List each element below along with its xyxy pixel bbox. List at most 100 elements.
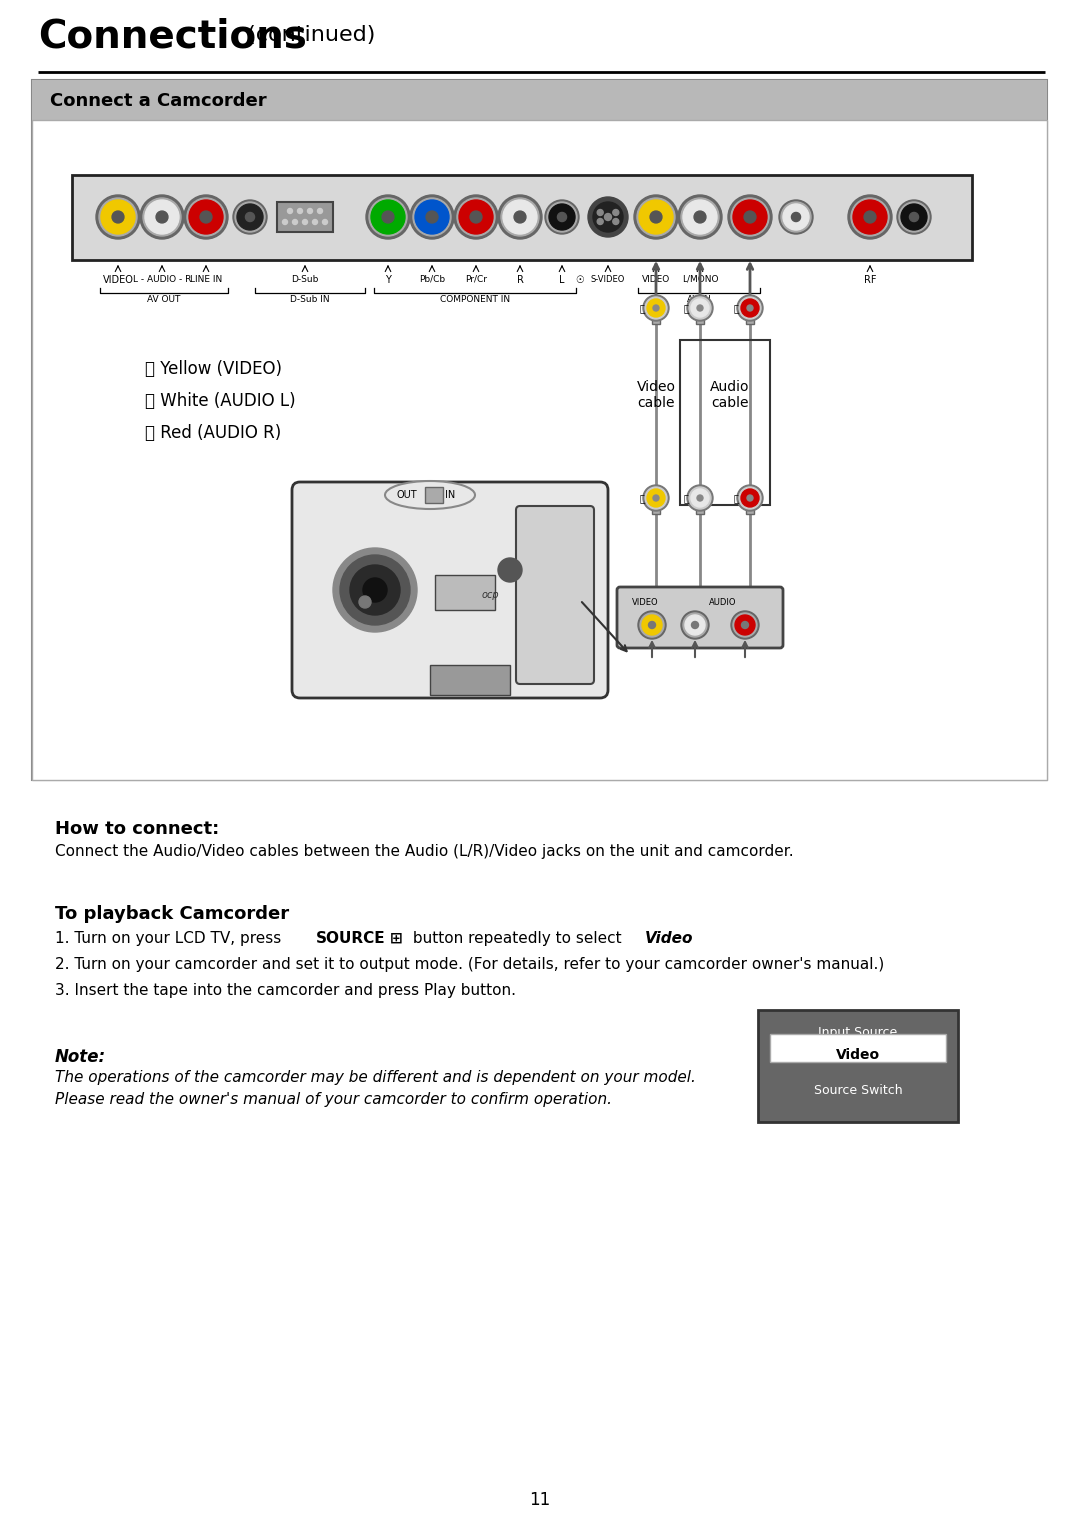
Text: ⊞: ⊞	[390, 931, 403, 947]
Text: LINE IN: LINE IN	[190, 275, 222, 284]
Circle shape	[312, 220, 318, 224]
FancyBboxPatch shape	[617, 586, 783, 647]
Circle shape	[140, 195, 184, 240]
Text: The operations of the camcorder may be different and is dependent on your model.: The operations of the camcorder may be d…	[55, 1070, 696, 1086]
Text: L: L	[559, 275, 565, 286]
Text: Note:: Note:	[55, 1048, 106, 1066]
Text: ☉: ☉	[576, 275, 584, 286]
Text: 3. Insert the tape into the camcorder and press Play button.: 3. Insert the tape into the camcorder an…	[55, 983, 516, 999]
Circle shape	[781, 202, 811, 232]
Text: S-VIDEO: S-VIDEO	[591, 275, 625, 284]
Circle shape	[689, 487, 711, 508]
Circle shape	[642, 615, 662, 635]
Text: Please read the owner's manual of your camcorder to confirm operation.: Please read the owner's manual of your c…	[55, 1092, 612, 1107]
Circle shape	[731, 611, 759, 638]
FancyBboxPatch shape	[32, 79, 1047, 780]
FancyBboxPatch shape	[32, 121, 1047, 780]
Circle shape	[647, 299, 665, 318]
Text: Ⓦ: Ⓦ	[683, 493, 689, 502]
Text: ⓨ Yellow (VIDEO): ⓨ Yellow (VIDEO)	[145, 360, 282, 379]
Text: Video
cable: Video cable	[636, 380, 675, 411]
FancyBboxPatch shape	[652, 308, 660, 324]
Circle shape	[851, 199, 889, 237]
Text: Connect the Audio/Video cables between the Audio (L/R)/Video jacks on the unit a: Connect the Audio/Video cables between t…	[55, 844, 794, 860]
Circle shape	[783, 205, 809, 231]
FancyBboxPatch shape	[696, 308, 704, 324]
Circle shape	[612, 218, 619, 224]
Circle shape	[683, 612, 707, 637]
Circle shape	[459, 200, 492, 234]
Circle shape	[681, 199, 719, 237]
Circle shape	[359, 596, 372, 608]
Text: RF: RF	[864, 275, 876, 286]
Circle shape	[593, 202, 623, 232]
FancyBboxPatch shape	[746, 308, 754, 324]
Circle shape	[737, 295, 762, 321]
Text: L/MΟNO: L/MΟNO	[681, 275, 718, 284]
FancyBboxPatch shape	[72, 176, 972, 260]
Circle shape	[697, 495, 703, 501]
Circle shape	[293, 220, 297, 224]
Circle shape	[747, 495, 753, 501]
Text: Y: Y	[386, 275, 391, 286]
Circle shape	[678, 195, 723, 240]
FancyBboxPatch shape	[516, 505, 594, 684]
Text: Ⓦ: Ⓦ	[683, 302, 689, 313]
Circle shape	[653, 495, 659, 501]
FancyBboxPatch shape	[435, 576, 495, 609]
Circle shape	[187, 199, 225, 237]
Circle shape	[733, 612, 757, 637]
Circle shape	[645, 296, 667, 319]
Circle shape	[899, 202, 929, 232]
Text: (continued): (continued)	[240, 24, 376, 44]
Text: Connect a Camcorder: Connect a Camcorder	[50, 92, 267, 110]
Text: COMPONENT IN: COMPONENT IN	[440, 295, 510, 304]
Circle shape	[372, 200, 405, 234]
Circle shape	[145, 200, 179, 234]
Circle shape	[643, 295, 669, 321]
Text: Input Source: Input Source	[819, 1026, 897, 1038]
Circle shape	[470, 211, 482, 223]
Circle shape	[735, 615, 755, 635]
Circle shape	[741, 299, 759, 318]
Circle shape	[200, 211, 212, 223]
Text: 1. Turn on your LCD TV, press: 1. Turn on your LCD TV, press	[55, 931, 286, 947]
Text: Video: Video	[836, 1048, 880, 1061]
Text: .: .	[685, 931, 690, 947]
Circle shape	[235, 202, 265, 232]
FancyBboxPatch shape	[430, 664, 510, 695]
Text: Video: Video	[645, 931, 693, 947]
Circle shape	[691, 621, 699, 629]
Circle shape	[340, 554, 410, 625]
Circle shape	[426, 211, 438, 223]
Circle shape	[545, 200, 579, 234]
Circle shape	[112, 211, 124, 223]
Circle shape	[297, 209, 302, 214]
Circle shape	[650, 211, 662, 223]
Circle shape	[691, 489, 708, 507]
Circle shape	[588, 197, 627, 237]
Text: 11: 11	[529, 1490, 551, 1509]
FancyBboxPatch shape	[652, 498, 660, 515]
Circle shape	[640, 612, 664, 637]
Circle shape	[739, 487, 761, 508]
Circle shape	[643, 486, 669, 512]
Circle shape	[410, 195, 454, 240]
Text: To playback Camcorder: To playback Camcorder	[55, 906, 289, 922]
Circle shape	[685, 615, 705, 635]
Text: D-Sub IN: D-Sub IN	[291, 295, 329, 304]
Circle shape	[645, 487, 667, 508]
Circle shape	[639, 200, 673, 234]
Circle shape	[503, 200, 537, 234]
Circle shape	[302, 220, 308, 224]
Circle shape	[318, 209, 323, 214]
Text: AV IN: AV IN	[687, 295, 711, 304]
Text: button repeatedly to select: button repeatedly to select	[408, 931, 626, 947]
Circle shape	[102, 200, 135, 234]
Circle shape	[233, 200, 267, 234]
FancyBboxPatch shape	[696, 498, 704, 515]
Circle shape	[634, 195, 678, 240]
Text: AV OUT: AV OUT	[147, 295, 180, 304]
Circle shape	[792, 212, 800, 221]
Circle shape	[683, 200, 717, 234]
